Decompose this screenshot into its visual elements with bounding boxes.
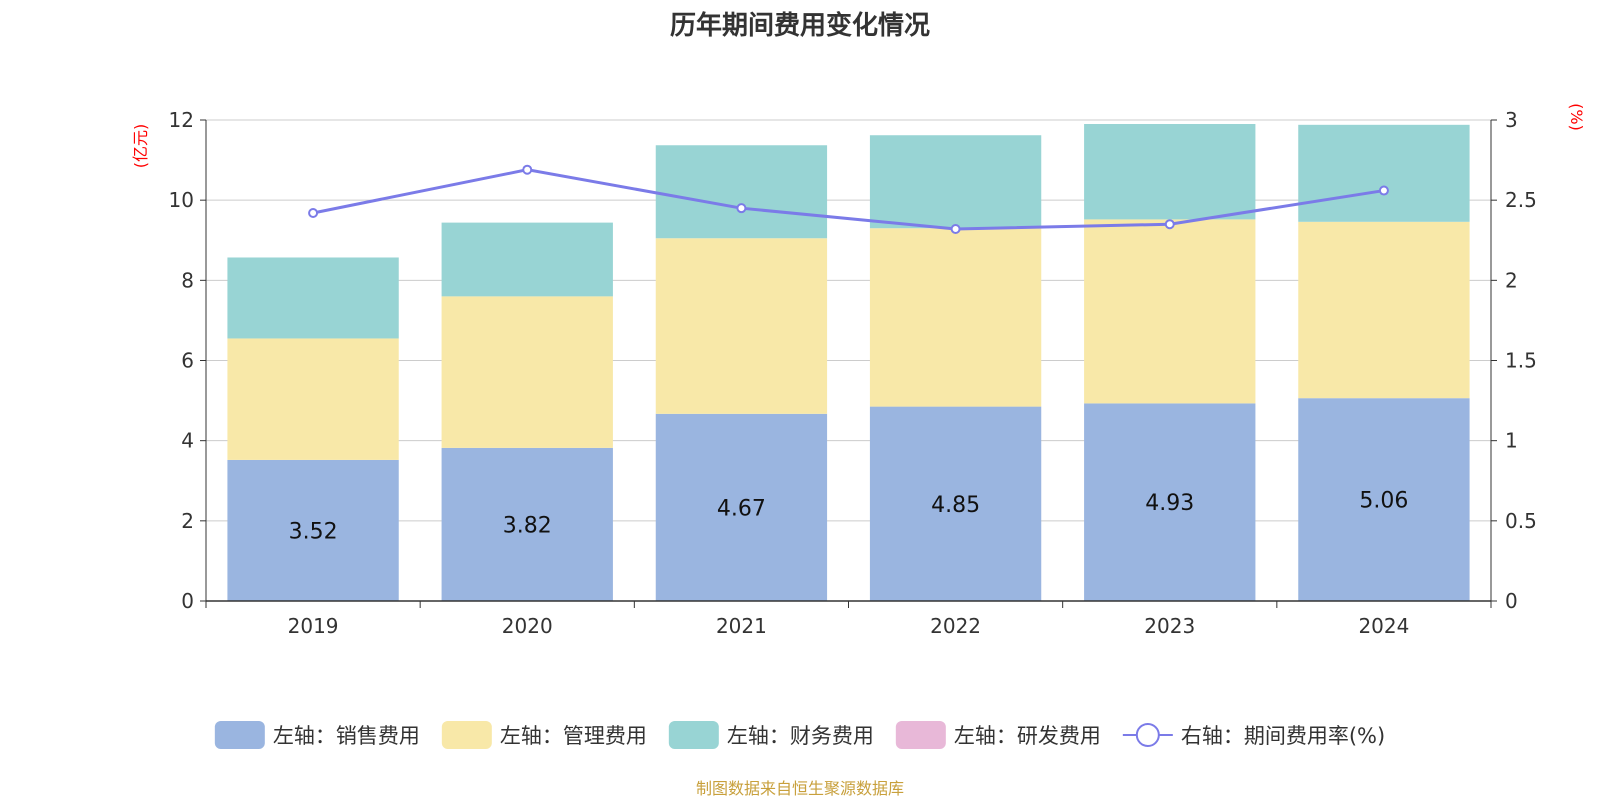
bar-segment [1084,124,1256,220]
left-axis-tick-label: 8 [181,268,194,292]
rate-line-point [950,224,961,235]
bar-segment [1298,124,1470,222]
chart-title: 历年期间费用变化情况 [670,10,930,41]
legend: 左轴：销售费用 左轴：管理费用 左轴：财务费用 左轴：研发费用 右轴：期间费用率(%) [214,721,1385,749]
right-axis-tick-label: 0.5 [1505,509,1537,533]
rate-line-point [1164,219,1175,230]
legend-label[interactable]: 左轴：管理费用 [500,724,647,748]
legend-label[interactable]: 左轴：财务费用 [727,724,874,748]
left-axis-tick-label: 10 [169,188,194,212]
right-axis-tick-label: 2.5 [1505,188,1537,212]
grid-lines [206,119,1491,522]
right-axis-tick-label: 1 [1505,429,1518,453]
x-axis-tick-label: 2023 [1144,614,1195,638]
bar-segment [1084,219,1256,404]
bar-segment [655,238,828,414]
left-axis-tick-label: 4 [181,429,194,453]
legend-label[interactable]: 左轴：销售费用 [273,724,420,748]
bar-segment [869,406,1042,601]
right-axis-tick-label: 0 [1505,589,1518,613]
rate-line-point [1378,185,1389,196]
right-axis-unit: (%) [1567,103,1586,131]
bar-data-label: 5.06 [1359,489,1408,514]
left-axis-tick-label: 6 [181,349,194,373]
x-axis-tick-label: 2021 [716,614,767,638]
bar-segment [441,447,613,601]
legend-swatch [214,721,265,749]
left-axis-tick-label: 2 [181,509,194,533]
rate-line-point [522,164,533,175]
legend-swatch [668,721,719,749]
bar-data-label: 3.52 [289,519,338,544]
x-axis-tick-label: 2022 [930,614,981,638]
x-axis-tick-label: 2020 [502,614,553,638]
axes: 0 2 4 6 8 10 12 0 0.5 1 1.5 2 2.5 3 2019 2020 2021 2022 20… [169,108,1537,638]
legend-label[interactable]: 右轴：期间费用率(%) [1181,724,1385,748]
rate-line [312,168,1385,231]
right-axis-tick-label: 3 [1505,108,1518,132]
legend-marker-icon [1135,723,1160,747]
legend-swatch [441,721,492,749]
bar-segment [441,296,613,448]
bar-segment [1298,398,1470,601]
x-axis-tick-label: 2024 [1358,614,1409,638]
bar-segment [655,145,828,239]
bar-segment [441,222,613,297]
left-axis-unit: (亿元) [131,124,150,169]
right-axis-tick-label: 1.5 [1505,349,1537,373]
source-note: 制图数据来自恒生聚源数据库 [696,779,904,798]
right-axis-tick-label: 2 [1505,268,1518,292]
line-series [308,164,1389,235]
legend-swatch [895,721,946,749]
bar-segment [227,338,399,460]
x-axis-tick-label: 2019 [288,614,339,638]
bar-data-label: 4.67 [717,496,766,521]
bar-series [227,124,1470,601]
bar-data-label: 3.82 [503,513,552,538]
bar-segment [227,459,399,601]
bar-segment [1084,403,1256,601]
bar-segment [227,257,399,339]
bar-segment [869,228,1042,407]
rate-line-point [736,203,747,214]
bar-data-label: 4.85 [931,493,980,518]
legend-label[interactable]: 左轴：研发费用 [954,724,1101,748]
rate-line-point [308,207,319,218]
bar-segment [655,413,828,601]
data-labels: 3.52 3.82 4.67 4.85 4.93 5.06 [289,489,1409,545]
bar-segment [1298,221,1470,399]
bar-data-label: 4.93 [1145,491,1194,516]
left-axis-tick-label: 0 [181,589,194,613]
bar-segment [869,135,1042,229]
left-axis-tick-label: 12 [169,108,194,132]
